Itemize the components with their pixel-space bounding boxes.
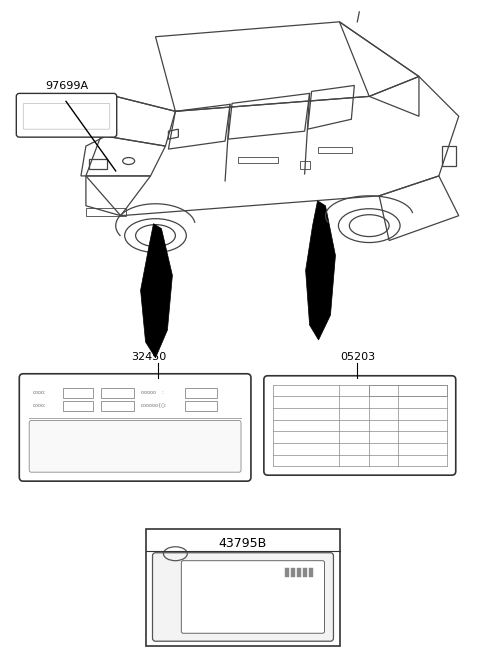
Bar <box>63 401 93 411</box>
Bar <box>291 567 295 577</box>
Bar <box>302 567 307 577</box>
FancyBboxPatch shape <box>264 376 456 475</box>
Bar <box>101 388 133 397</box>
FancyBboxPatch shape <box>153 553 334 641</box>
Bar <box>285 567 288 577</box>
Text: 05203: 05203 <box>340 352 375 362</box>
Bar <box>185 401 217 411</box>
Bar <box>318 147 352 153</box>
Bar <box>63 388 93 397</box>
Polygon shape <box>306 201 336 340</box>
Bar <box>369 385 447 396</box>
Bar <box>297 567 300 577</box>
Text: 43795B: 43795B <box>219 537 267 550</box>
Text: 32450: 32450 <box>131 352 166 362</box>
Text: 97699A: 97699A <box>45 82 88 92</box>
Text: ooooo    :: ooooo : <box>141 390 163 395</box>
Polygon shape <box>141 223 172 358</box>
Bar <box>442 146 456 166</box>
Bar <box>185 388 217 397</box>
Bar <box>86 208 126 215</box>
Bar <box>145 529 340 646</box>
Bar <box>309 567 312 577</box>
Bar <box>101 401 133 411</box>
FancyBboxPatch shape <box>16 94 117 137</box>
Bar <box>238 157 278 163</box>
Text: oooo:: oooo: <box>33 403 47 408</box>
Bar <box>300 161 310 169</box>
FancyBboxPatch shape <box>181 561 324 634</box>
Text: oooooo{():: oooooo{(): <box>141 403 167 408</box>
Text: oooo:: oooo: <box>33 390 47 395</box>
FancyBboxPatch shape <box>29 421 241 472</box>
FancyBboxPatch shape <box>19 374 251 481</box>
Bar <box>89 159 107 169</box>
